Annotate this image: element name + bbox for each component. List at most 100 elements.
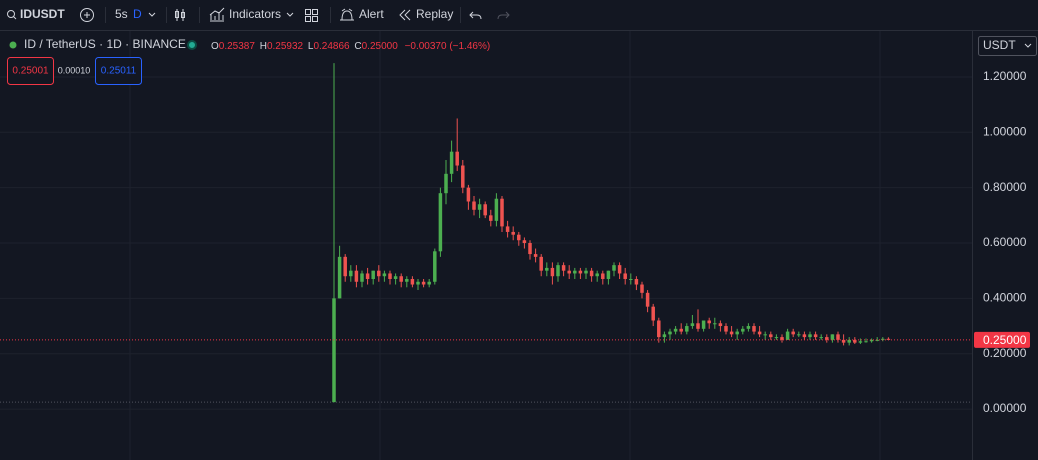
candle-body bbox=[651, 306, 655, 321]
candle-body bbox=[561, 265, 566, 271]
candle-body bbox=[472, 201, 476, 210]
chart-type-icon bbox=[181, 12, 185, 18]
candle-body bbox=[511, 231, 515, 235]
candle-body bbox=[405, 278, 409, 282]
search-icon[interactable] bbox=[7, 10, 15, 18]
candle-body bbox=[735, 331, 739, 335]
candle-body bbox=[886, 338, 891, 340]
legend-value: 0.25000 bbox=[362, 41, 399, 52]
candle-body bbox=[791, 331, 795, 335]
alert[interactable]: Alert bbox=[359, 7, 384, 21]
candle-body bbox=[741, 328, 745, 332]
indicators-icon[interactable] bbox=[209, 7, 225, 22]
candle-body bbox=[808, 334, 812, 338]
candle-body bbox=[836, 334, 840, 340]
candle-body bbox=[399, 276, 403, 282]
candle-body bbox=[623, 273, 627, 279]
candle-body bbox=[673, 328, 678, 332]
y-tick-label: 0.60000 bbox=[983, 235, 1027, 249]
candle-body bbox=[875, 339, 879, 341]
spread: 0.00010 bbox=[58, 65, 91, 75]
candle-body bbox=[752, 326, 756, 332]
candle-body bbox=[522, 240, 527, 244]
candle-body bbox=[365, 273, 370, 279]
candle-body bbox=[746, 326, 751, 329]
candle-body bbox=[847, 339, 851, 343]
candle-body bbox=[606, 270, 611, 279]
currency-select[interactable] bbox=[978, 36, 1037, 56]
candle-body bbox=[332, 298, 336, 403]
candle-body bbox=[573, 270, 577, 274]
chevron bbox=[1024, 43, 1032, 48]
candle-body bbox=[769, 334, 773, 338]
undo[interactable] bbox=[469, 11, 482, 20]
y-tick-label: 1.00000 bbox=[983, 124, 1027, 138]
candle-body bbox=[825, 337, 829, 340]
candle-body bbox=[841, 339, 846, 343]
candle-body bbox=[545, 267, 549, 271]
chevron[interactable] bbox=[286, 12, 294, 17]
chevron[interactable] bbox=[148, 12, 156, 17]
legend-label: L bbox=[308, 41, 314, 52]
candle-body bbox=[500, 198, 504, 227]
symbol[interactable]: IDUSDT bbox=[20, 7, 65, 21]
replay-icon[interactable] bbox=[399, 9, 411, 21]
search-icon bbox=[13, 16, 17, 20]
add-symbol bbox=[84, 12, 90, 18]
currency[interactable]: USDT bbox=[983, 38, 1016, 52]
replay[interactable]: Replay bbox=[416, 7, 453, 21]
candle-body bbox=[494, 198, 499, 221]
candle-body bbox=[584, 270, 588, 274]
candle-body bbox=[662, 334, 667, 338]
candle-body bbox=[438, 193, 443, 252]
candle-body bbox=[729, 331, 734, 335]
symbol-logo bbox=[9, 41, 17, 49]
candle-body bbox=[685, 326, 689, 332]
candle-body bbox=[449, 151, 454, 174]
candle-body bbox=[455, 151, 459, 166]
timeframe[interactable]: D bbox=[133, 7, 142, 21]
candle-body bbox=[349, 270, 353, 277]
candle-body bbox=[517, 234, 521, 241]
candle-body bbox=[533, 254, 538, 257]
candle-body bbox=[864, 341, 868, 343]
last-price-label: 0.25000 bbox=[983, 333, 1027, 347]
candle-body bbox=[505, 226, 510, 232]
candle-body bbox=[421, 281, 426, 285]
candle-body bbox=[853, 339, 857, 343]
layouts-icon[interactable] bbox=[305, 9, 318, 22]
buy-button[interactable] bbox=[95, 57, 142, 85]
redo[interactable] bbox=[497, 11, 510, 20]
buy-price[interactable]: 0.25011 bbox=[101, 66, 137, 77]
legend-value: 0.25932 bbox=[267, 41, 304, 52]
legend-label: H bbox=[260, 41, 267, 52]
candle-body bbox=[668, 331, 672, 335]
market-status[interactable] bbox=[187, 40, 197, 50]
y-tick-label: 0.80000 bbox=[983, 180, 1027, 194]
candle-body bbox=[382, 273, 387, 277]
candle-body bbox=[466, 187, 471, 202]
candle-body bbox=[483, 204, 487, 216]
candle-body bbox=[550, 267, 555, 277]
candle-body bbox=[802, 334, 807, 338]
y-tick-label: 0.00000 bbox=[983, 401, 1027, 415]
candle-body bbox=[416, 281, 420, 285]
add-symbol[interactable] bbox=[80, 8, 94, 22]
candle-body bbox=[393, 276, 398, 279]
chart-type-icon[interactable] bbox=[176, 9, 184, 21]
candle-body bbox=[461, 165, 465, 188]
sell-price[interactable]: 0.25001 bbox=[12, 66, 49, 77]
candle-body bbox=[433, 251, 437, 282]
legend-title: ID / TetherUS · 1D · BINANCE bbox=[24, 37, 186, 51]
candle-body bbox=[819, 337, 823, 339]
candle-body bbox=[343, 256, 347, 277]
candle-body bbox=[881, 338, 885, 340]
candle-body bbox=[797, 334, 801, 336]
indicators[interactable]: Indicators bbox=[229, 7, 281, 21]
interval[interactable]: 5s bbox=[115, 7, 128, 21]
sell-button[interactable] bbox=[7, 57, 54, 85]
candle-body bbox=[337, 256, 342, 299]
alert-icon[interactable] bbox=[340, 8, 354, 21]
candle-body bbox=[657, 320, 661, 338]
